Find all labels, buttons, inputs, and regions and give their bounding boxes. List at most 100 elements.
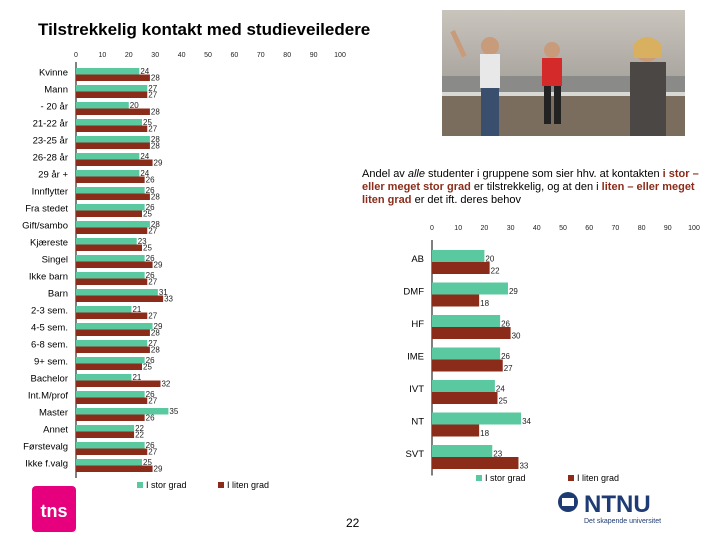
data-label: 27 xyxy=(148,339,157,348)
bar-stor xyxy=(76,459,142,466)
category-label: 26-28 år xyxy=(33,152,68,163)
bar-liten xyxy=(76,261,153,268)
legend-swatch xyxy=(137,482,143,488)
bar-stor xyxy=(76,272,145,279)
bar-stor xyxy=(76,391,145,398)
bar-stor xyxy=(76,255,145,262)
legend-label: I stor grad xyxy=(485,473,526,483)
data-label: 23 xyxy=(493,450,502,459)
bar-liten xyxy=(76,329,150,336)
bar-liten xyxy=(76,142,150,149)
tick-label: 60 xyxy=(585,225,593,232)
bar-liten xyxy=(76,414,145,421)
students-beach-photo xyxy=(442,10,685,136)
bar-liten xyxy=(76,91,148,98)
data-label: 25 xyxy=(499,397,508,406)
tick-label: 70 xyxy=(612,225,620,232)
data-label: 29 xyxy=(154,322,163,331)
bar-liten xyxy=(76,278,148,285)
legend-label: I liten grad xyxy=(577,473,619,483)
data-label: 27 xyxy=(148,278,157,287)
tick-label: 90 xyxy=(310,52,318,59)
bar-stor xyxy=(76,68,140,75)
legend-swatch xyxy=(476,475,482,481)
category-label: DMF xyxy=(403,286,424,297)
data-label: 26 xyxy=(146,390,155,399)
category-label: Kjæreste xyxy=(30,237,68,248)
data-label: 29 xyxy=(154,261,163,270)
bar-liten xyxy=(76,448,148,455)
data-label: 25 xyxy=(143,363,152,372)
data-label: 21 xyxy=(132,305,141,314)
bar-stor xyxy=(76,102,129,109)
category-label: Singel xyxy=(42,254,68,265)
tick-label: 0 xyxy=(430,225,434,232)
bar-liten xyxy=(76,227,148,234)
bar-stor xyxy=(76,187,145,194)
page-title: Tilstrekkelig kontakt med studieveileder… xyxy=(38,20,371,39)
bar-liten xyxy=(76,210,142,217)
bar-stor xyxy=(432,315,501,327)
category-label: Master xyxy=(39,407,68,418)
bar-stor xyxy=(76,170,140,177)
data-label: 22 xyxy=(135,431,144,440)
ntnu-logo: NTNU Det skapende universitet xyxy=(558,491,661,525)
category-label: Fra stedet xyxy=(25,203,68,214)
tick-label: 0 xyxy=(74,52,78,59)
category-label: Ikke f.valg xyxy=(25,458,68,469)
category-label: 6-8 sem. xyxy=(31,339,68,350)
bar-liten xyxy=(76,74,150,81)
data-label: 27 xyxy=(148,125,157,134)
data-label: 27 xyxy=(148,84,157,93)
tns-logo-text: tns xyxy=(41,501,68,521)
data-label: 26 xyxy=(146,441,155,450)
bar-stor xyxy=(76,442,145,449)
data-label: 21 xyxy=(132,373,141,382)
category-label: IME xyxy=(407,351,424,362)
category-label: Bachelor xyxy=(31,373,69,384)
bar-stor xyxy=(432,250,485,262)
category-label: Barn xyxy=(48,288,68,299)
data-label: 28 xyxy=(151,135,160,144)
data-label: 27 xyxy=(148,227,157,236)
bar-stor xyxy=(76,204,145,211)
category-label: SVT xyxy=(406,449,425,460)
bar-stor xyxy=(76,357,145,364)
bar-stor xyxy=(76,85,148,92)
bar-stor xyxy=(76,340,148,347)
category-label: HF xyxy=(411,319,424,330)
data-label: 28 xyxy=(151,193,160,202)
data-label: 28 xyxy=(151,74,160,83)
category-label: Int.M/prof xyxy=(28,390,68,401)
bar-liten xyxy=(76,108,150,115)
category-label: 2-3 sem. xyxy=(31,305,68,316)
category-label: AB xyxy=(411,254,424,265)
data-label: 24 xyxy=(140,152,149,161)
legend-swatch xyxy=(568,475,574,481)
data-label: 28 xyxy=(151,220,160,229)
data-label: 24 xyxy=(140,67,149,76)
bar-liten xyxy=(76,312,148,319)
bar-liten xyxy=(76,244,142,251)
bar-liten xyxy=(76,159,153,166)
data-label: 26 xyxy=(146,203,155,212)
legend-label: I liten grad xyxy=(227,480,269,490)
bar-liten xyxy=(76,363,142,370)
bar-liten xyxy=(432,457,519,469)
bar-stor xyxy=(76,238,137,245)
tick-label: 40 xyxy=(533,225,541,232)
bar-stor xyxy=(76,374,132,381)
data-label: 35 xyxy=(169,407,178,416)
bar-liten xyxy=(432,294,480,307)
chart-note: Andel av alle studenter i gruppene som s… xyxy=(362,168,699,206)
bar-stor xyxy=(432,347,501,360)
data-label: 26 xyxy=(146,176,155,185)
category-label: Innflytter xyxy=(32,186,68,197)
bar-liten xyxy=(76,193,150,200)
category-label: Gift/sambo xyxy=(22,220,68,231)
category-label: Mann xyxy=(44,84,68,95)
tick-label: 100 xyxy=(334,52,346,59)
legend-label: I stor grad xyxy=(146,480,187,490)
tick-label: 80 xyxy=(638,225,646,232)
data-label: 26 xyxy=(501,352,510,361)
